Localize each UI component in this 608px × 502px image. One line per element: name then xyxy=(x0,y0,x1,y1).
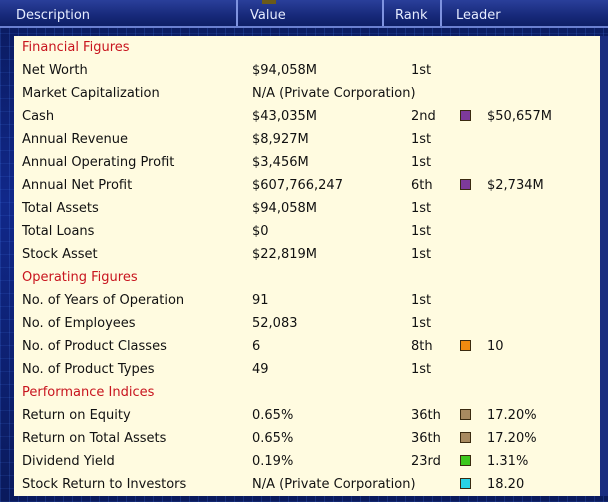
row-rank: 1st xyxy=(411,224,432,239)
row-rank: 1st xyxy=(411,362,432,377)
row-rank: 23rd xyxy=(411,454,441,469)
row-rank: 1st xyxy=(411,201,432,216)
table-row[interactable]: Cash $43,035M 2nd $50,657M xyxy=(14,105,600,128)
header-rank[interactable]: Rank xyxy=(395,8,428,23)
row-value: $0 xyxy=(252,224,269,239)
leader-color-swatch xyxy=(460,478,471,489)
table-row[interactable]: Market Capitalization N/A (Private Corpor… xyxy=(14,82,600,105)
row-value: 52,083 xyxy=(252,316,298,331)
leader-value: $2,734M xyxy=(487,178,544,193)
section-title: Performance Indices xyxy=(22,385,155,400)
row-value: $43,035M xyxy=(252,109,317,124)
row-description: Stock Return to Investors xyxy=(22,477,187,492)
row-rank: 36th xyxy=(411,408,441,423)
row-value: $607,766,247 xyxy=(252,178,343,193)
header-divider xyxy=(382,0,384,26)
row-value: 0.19% xyxy=(252,454,294,469)
row-description: Return on Equity xyxy=(22,408,131,423)
section-header: Financial Figures xyxy=(14,36,600,59)
row-rank: 1st xyxy=(411,155,432,170)
row-value: 49 xyxy=(252,362,269,377)
section-title: Operating Figures xyxy=(22,270,138,285)
header-value[interactable]: Value xyxy=(250,8,286,23)
table-row[interactable]: Stock Return to Investors N/A (Private Co… xyxy=(14,473,600,496)
row-rank: 6th xyxy=(411,178,433,193)
row-description: Total Loans xyxy=(22,224,95,239)
leader-value: $50,657M xyxy=(487,109,552,124)
row-rank: 8th xyxy=(411,339,433,354)
row-rank: 1st xyxy=(411,316,432,331)
leader-color-swatch xyxy=(460,340,471,351)
row-description: No. of Employees xyxy=(22,316,136,331)
row-value: $8,927M xyxy=(252,132,309,147)
header-divider xyxy=(440,0,442,26)
row-rank: 1st xyxy=(411,293,432,308)
table-row[interactable]: No. of Employees 52,083 1st xyxy=(14,312,600,335)
table-row[interactable]: Net Worth $94,058M 1st xyxy=(14,59,600,82)
leader-value: 18.20 xyxy=(487,477,525,492)
row-rank: 36th xyxy=(411,431,441,446)
row-rank: 2nd xyxy=(411,109,436,124)
row-description: Stock Asset xyxy=(22,247,98,262)
scrollbar[interactable] xyxy=(600,36,608,496)
table-row[interactable]: Stock Asset $22,819M 1st xyxy=(14,243,600,266)
row-description: Total Assets xyxy=(22,201,99,216)
row-rank: 1st xyxy=(411,132,432,147)
section-title: Financial Figures xyxy=(22,40,130,55)
table-row[interactable]: Total Loans $0 1st xyxy=(14,220,600,243)
row-description: Annual Operating Profit xyxy=(22,155,175,170)
row-value: $94,058M xyxy=(252,63,317,78)
header-decoration xyxy=(262,0,276,4)
leader-color-swatch xyxy=(460,110,471,121)
row-value: 0.65% xyxy=(252,408,294,423)
header-description[interactable]: Description xyxy=(16,8,91,23)
row-description: Annual Net Profit xyxy=(22,178,133,193)
row-value: $22,819M xyxy=(252,247,317,262)
leader-value: 1.31% xyxy=(487,454,529,469)
row-description: Annual Revenue xyxy=(22,132,128,147)
table-header: Description Value Rank Leader xyxy=(0,0,608,28)
table-row[interactable]: No. of Product Classes 6 8th 10 xyxy=(14,335,600,358)
row-description: No. of Product Classes xyxy=(22,339,167,354)
row-value: 6 xyxy=(252,339,261,354)
table-row[interactable]: No. of Product Types 49 1st xyxy=(14,358,600,381)
row-rank: 1st xyxy=(411,247,432,262)
leader-value: 17.20% xyxy=(487,408,537,423)
leader-color-swatch xyxy=(460,179,471,190)
table-row[interactable]: Annual Net Profit $607,766,247 6th $2,734M xyxy=(14,174,600,197)
leader-color-swatch xyxy=(460,432,471,443)
header-leader[interactable]: Leader xyxy=(456,8,501,23)
row-value: $94,058M xyxy=(252,201,317,216)
row-description: Market Capitalization xyxy=(22,86,160,101)
row-description: No. of Years of Operation xyxy=(22,293,185,308)
table-row[interactable]: Return on Equity 0.65% 36th 17.20% xyxy=(14,404,600,427)
leader-color-swatch xyxy=(460,409,471,420)
leader-value: 10 xyxy=(487,339,504,354)
leader-value: 17.20% xyxy=(487,431,537,446)
row-rank: 1st xyxy=(411,63,432,78)
row-description: Cash xyxy=(22,109,55,124)
row-value: $3,456M xyxy=(252,155,309,170)
row-value: 0.65% xyxy=(252,431,294,446)
row-value: N/A (Private Corporation) xyxy=(252,86,416,101)
section-header: Performance Indices xyxy=(14,381,600,404)
financial-report-table: Financial Figures Net Worth $94,058M 1st Mar… xyxy=(14,36,600,496)
row-description: No. of Product Types xyxy=(22,362,155,377)
row-description: Net Worth xyxy=(22,63,88,78)
table-row[interactable]: Return on Total Assets 0.65% 36th 17.20% xyxy=(14,427,600,450)
section-header: Operating Figures xyxy=(14,266,600,289)
table-row[interactable]: Annual Revenue $8,927M 1st xyxy=(14,128,600,151)
row-description: Return on Total Assets xyxy=(22,431,167,446)
table-row[interactable]: Total Assets $94,058M 1st xyxy=(14,197,600,220)
header-divider xyxy=(236,0,238,26)
table-row[interactable]: No. of Years of Operation 91 1st xyxy=(14,289,600,312)
leader-color-swatch xyxy=(460,455,471,466)
table-row[interactable]: Annual Operating Profit $3,456M 1st xyxy=(14,151,600,174)
table-row[interactable]: Dividend Yield 0.19% 23rd 1.31% xyxy=(14,450,600,473)
row-value: 91 xyxy=(252,293,269,308)
row-value: N/A (Private Corporation) xyxy=(252,477,416,492)
row-description: Dividend Yield xyxy=(22,454,115,469)
